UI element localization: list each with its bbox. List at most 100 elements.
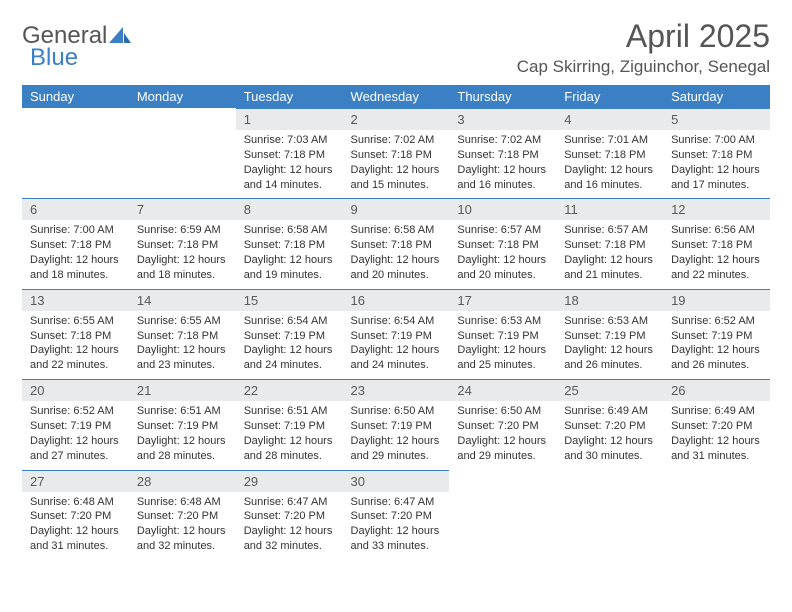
sunset-line: Sunset: 7:19 PM (351, 329, 442, 344)
weekday-header: Tuesday (236, 85, 343, 108)
calendar-cell: 22Sunrise: 6:51 AMSunset: 7:19 PMDayligh… (236, 379, 343, 469)
day-number: 29 (236, 470, 343, 492)
sunset-line: Sunset: 7:18 PM (244, 148, 335, 163)
day-details: Sunrise: 6:50 AMSunset: 7:20 PMDaylight:… (449, 401, 556, 469)
sunrise-line: Sunrise: 6:59 AM (137, 223, 228, 238)
sunset-line: Sunset: 7:19 PM (564, 329, 655, 344)
day-details: Sunrise: 6:55 AMSunset: 7:18 PMDaylight:… (22, 311, 129, 379)
day-number: 14 (129, 289, 236, 311)
sunset-line: Sunset: 7:18 PM (457, 148, 548, 163)
daylight-line: Daylight: 12 hours and 18 minutes. (30, 253, 121, 283)
day-details: Sunrise: 6:52 AMSunset: 7:19 PMDaylight:… (663, 311, 770, 379)
day-number: 22 (236, 379, 343, 401)
sunset-line: Sunset: 7:18 PM (564, 148, 655, 163)
calendar-cell: 29 Sunrise: 6:47 AMSunset: 7:20 PMDayligh… (236, 470, 343, 560)
daylight-line: Daylight: 12 hours and 22 minutes. (30, 343, 121, 373)
daylight-line: Daylight: 12 hours and 14 minutes. (244, 163, 335, 193)
day-number: 25 (556, 379, 663, 401)
sunset-line: Sunset: 7:20 PM (457, 419, 548, 434)
day-number: 30 (343, 470, 450, 492)
day-number: 13 (22, 289, 129, 311)
day-details: Sunrise: 6:53 AMSunset: 7:19 PMDaylight:… (449, 311, 556, 379)
sunset-line: Sunset: 7:18 PM (671, 238, 762, 253)
day-details: Sunrise: 6:56 AMSunset: 7:18 PMDaylight:… (663, 220, 770, 288)
sunrise-line: Sunrise: 6:49 AM (564, 404, 655, 419)
day-details: Sunrise: 7:03 AMSunset: 7:18 PMDaylight:… (236, 130, 343, 198)
sunrise-line: Sunrise: 7:00 AM (671, 133, 762, 148)
day-number: 10 (449, 198, 556, 220)
calendar-cell: 3Sunrise: 7:02 AMSunset: 7:18 PMDaylight… (449, 108, 556, 198)
day-number: 5 (663, 108, 770, 130)
day-details: Sunrise: 6:52 AMSunset: 7:19 PMDaylight:… (22, 401, 129, 469)
sunset-line: Sunset: 7:20 PM (351, 509, 442, 524)
sunrise-line: Sunrise: 6:57 AM (457, 223, 548, 238)
day-number: 19 (663, 289, 770, 311)
sunrise-line: Sunrise: 6:50 AM (457, 404, 548, 419)
sunrise-line: Sunrise: 7:02 AM (351, 133, 442, 148)
location-text: Cap Skirring, Ziguinchor, Senegal (517, 57, 770, 77)
daylight-line: Daylight: 12 hours and 32 minutes. (137, 524, 228, 554)
daylight-line: Daylight: 12 hours and 20 minutes. (457, 253, 548, 283)
daylight-line: Daylight: 12 hours and 24 minutes. (351, 343, 442, 373)
calendar-cell: 4Sunrise: 7:01 AMSunset: 7:18 PMDaylight… (556, 108, 663, 198)
sunset-line: Sunset: 7:18 PM (244, 238, 335, 253)
daylight-line: Daylight: 12 hours and 21 minutes. (564, 253, 655, 283)
daylight-line: Daylight: 12 hours and 20 minutes. (351, 253, 442, 283)
day-details: Sunrise: 6:48 AMSunset: 7:20 PMDaylight:… (129, 492, 236, 560)
daylight-line: Daylight: 12 hours and 28 minutes. (137, 434, 228, 464)
calendar-cell (449, 470, 556, 560)
calendar-cell: 28Sunrise: 6:48 AMSunset: 7:20 PMDayligh… (129, 470, 236, 560)
sunrise-line: Sunrise: 6:51 AM (244, 404, 335, 419)
sunrise-line: Sunrise: 7:03 AM (244, 133, 335, 148)
sunrise-line: Sunrise: 6:53 AM (457, 314, 548, 329)
sunset-line: Sunset: 7:20 PM (244, 509, 335, 524)
logo-text-b: Blue (30, 44, 78, 72)
calendar-cell: 26Sunrise: 6:49 AMSunset: 7:20 PMDayligh… (663, 379, 770, 469)
day-number: 12 (663, 198, 770, 220)
day-number: 6 (22, 198, 129, 220)
sunset-line: Sunset: 7:18 PM (137, 329, 228, 344)
sunset-line: Sunset: 7:18 PM (137, 238, 228, 253)
daylight-line: Daylight: 12 hours and 16 minutes. (457, 163, 548, 193)
sunrise-line: Sunrise: 6:51 AM (137, 404, 228, 419)
weekday-header: Friday (556, 85, 663, 108)
calendar-cell: 14Sunrise: 6:55 AMSunset: 7:18 PMDayligh… (129, 289, 236, 379)
calendar-cell (22, 108, 129, 198)
sunset-line: Sunset: 7:18 PM (351, 238, 442, 253)
sunrise-line: Sunrise: 6:55 AM (137, 314, 228, 329)
daylight-line: Daylight: 12 hours and 29 minutes. (457, 434, 548, 464)
calendar-cell: 2Sunrise: 7:02 AMSunset: 7:18 PMDaylight… (343, 108, 450, 198)
day-details: Sunrise: 6:54 AMSunset: 7:19 PMDaylight:… (236, 311, 343, 379)
calendar-table: SundayMondayTuesdayWednesdayThursdayFrid… (22, 85, 770, 560)
page-header: General April 2025 Cap Skirring, Ziguinc… (22, 18, 770, 77)
day-details: Sunrise: 6:54 AMSunset: 7:19 PMDaylight:… (343, 311, 450, 379)
sunset-line: Sunset: 7:19 PM (351, 419, 442, 434)
daylight-line: Daylight: 12 hours and 26 minutes. (671, 343, 762, 373)
sunrise-line: Sunrise: 6:47 AM (244, 495, 335, 510)
calendar-cell: 25Sunrise: 6:49 AMSunset: 7:20 PMDayligh… (556, 379, 663, 469)
calendar-cell: 30Sunrise: 6:47 AMSunset: 7:20 PMDayligh… (343, 470, 450, 560)
day-details: Sunrise: 6:53 AMSunset: 7:19 PMDaylight:… (556, 311, 663, 379)
sunrise-line: Sunrise: 6:52 AM (671, 314, 762, 329)
daylight-line: Daylight: 12 hours and 30 minutes. (564, 434, 655, 464)
calendar-cell: 20Sunrise: 6:52 AMSunset: 7:19 PMDayligh… (22, 379, 129, 469)
calendar-head: SundayMondayTuesdayWednesdayThursdayFrid… (22, 85, 770, 108)
sunrise-line: Sunrise: 6:53 AM (564, 314, 655, 329)
day-details: Sunrise: 6:47 AMSunset: 7:20 PMDaylight:… (343, 492, 450, 560)
sunset-line: Sunset: 7:20 PM (671, 419, 762, 434)
day-details: Sunrise: 6:50 AMSunset: 7:19 PMDaylight:… (343, 401, 450, 469)
sunrise-line: Sunrise: 6:47 AM (351, 495, 442, 510)
weekday-header: Saturday (663, 85, 770, 108)
sunset-line: Sunset: 7:20 PM (137, 509, 228, 524)
day-number: 3 (449, 108, 556, 130)
day-number: 4 (556, 108, 663, 130)
daylight-line: Daylight: 12 hours and 32 minutes. (244, 524, 335, 554)
calendar-body: 1Sunrise: 7:03 AMSunset: 7:18 PMDaylight… (22, 108, 770, 560)
calendar-cell: 9Sunrise: 6:58 AMSunset: 7:18 PMDaylight… (343, 198, 450, 288)
sunset-line: Sunset: 7:19 PM (137, 419, 228, 434)
day-number: 23 (343, 379, 450, 401)
day-details: Sunrise: 6:58 AMSunset: 7:18 PMDaylight:… (236, 220, 343, 288)
day-details: Sunrise: 6:57 AMSunset: 7:18 PMDaylight:… (449, 220, 556, 288)
sunrise-line: Sunrise: 6:58 AM (351, 223, 442, 238)
day-number: 2 (343, 108, 450, 130)
